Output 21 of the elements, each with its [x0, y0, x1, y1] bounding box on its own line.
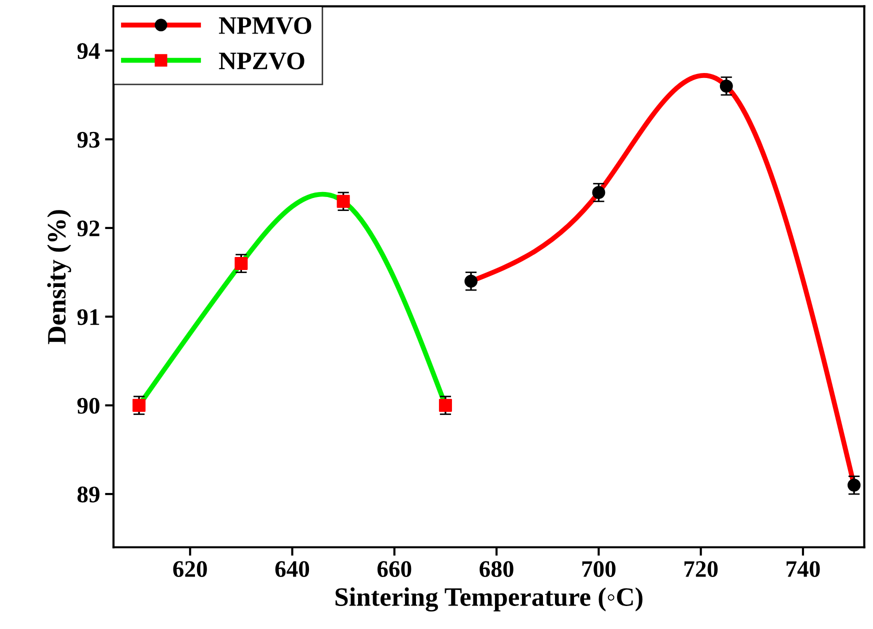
x-tick-label: 620 [173, 561, 207, 578]
point [336, 194, 350, 208]
y-tick-label: 91 [77, 309, 100, 326]
x-tick-label: 720 [684, 561, 718, 578]
y-tick-label: 89 [77, 486, 100, 502]
y-tick-label: 90 [77, 398, 100, 414]
point [132, 398, 146, 412]
x-tick-label: 740 [786, 561, 820, 578]
legend-label: NPZVO [218, 52, 304, 70]
y-tick-label: 93 [77, 132, 100, 148]
x-axis-title: Sintering Temperature (◦C) [336, 587, 642, 612]
point [234, 256, 248, 270]
y-tick-label: 92 [77, 220, 100, 236]
y-tick-label: 94 [77, 43, 100, 60]
point [438, 398, 452, 412]
x-tick-label: 660 [377, 561, 412, 578]
y-axis-title: Density (%) [47, 210, 72, 344]
x-tick-label: 700 [582, 561, 616, 578]
legend-label: NPMVO [218, 17, 312, 34]
x-tick-label: 640 [275, 561, 310, 578]
x-tick-label: 680 [480, 561, 514, 578]
